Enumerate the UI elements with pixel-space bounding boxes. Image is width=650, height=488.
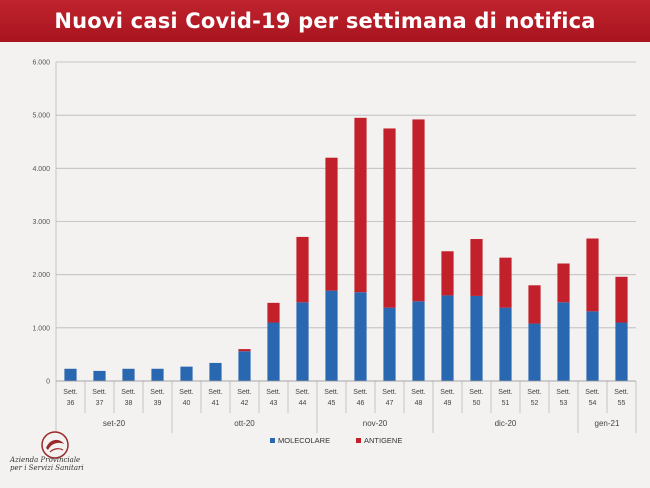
logo-text: Azienda Provinciale per i Servizi Sanita…	[10, 456, 130, 472]
bar-molecolare	[470, 295, 483, 381]
week-label-number: 46	[357, 400, 365, 407]
month-label: nov-20	[363, 419, 388, 428]
bar-molecolare	[93, 370, 106, 381]
bar-antigene	[470, 239, 483, 296]
bar-antigene	[615, 276, 628, 323]
week-label-line1: Sett.	[585, 389, 599, 396]
week-label-line1: Sett.	[121, 389, 135, 396]
week-label-line1: Sett.	[614, 389, 628, 396]
week-label-number: 36	[67, 400, 75, 407]
logo-line-2: per i Servizi Sanitari	[10, 464, 84, 472]
bar-antigene	[441, 251, 454, 296]
bar-antigene	[528, 285, 541, 324]
bar-molecolare	[499, 307, 512, 381]
bar-molecolare	[267, 322, 280, 381]
y-tick-label: 6.000	[32, 60, 50, 67]
week-label-line1: Sett.	[556, 389, 570, 396]
y-tick-label: 1.000	[32, 325, 50, 332]
bar-molecolare	[325, 290, 338, 381]
week-label-line1: Sett.	[63, 389, 77, 396]
bar-molecolare	[615, 322, 628, 381]
week-label-number: 42	[241, 400, 249, 407]
chart-title-bar: Nuovi casi Covid-19 per settimana di not…	[0, 0, 650, 42]
bar-antigene	[586, 238, 599, 312]
month-label: dic-20	[495, 419, 517, 428]
week-label-line1: Sett.	[208, 389, 222, 396]
bar-molecolare	[122, 368, 135, 381]
week-label-line1: Sett.	[324, 389, 338, 396]
bar-molecolare	[586, 311, 599, 381]
bar-molecolare	[557, 302, 570, 381]
bar-molecolare	[528, 323, 541, 381]
week-label-line1: Sett.	[150, 389, 164, 396]
week-label-number: 49	[444, 400, 452, 407]
bar-molecolare	[354, 292, 367, 381]
week-label-number: 47	[386, 400, 394, 407]
week-label-number: 43	[270, 400, 278, 407]
y-tick-label: 5.000	[32, 113, 50, 120]
bar-molecolare	[441, 295, 454, 381]
bar-molecolare	[64, 368, 77, 381]
bar-molecolare	[296, 302, 309, 381]
bar-antigene	[325, 157, 338, 291]
logo-icon	[41, 431, 69, 459]
week-label-number: 48	[415, 400, 423, 407]
bar-antigene	[296, 236, 309, 303]
week-label-number: 38	[125, 400, 133, 407]
logo-line-1: Azienda Provinciale	[10, 456, 81, 464]
week-label-line1: Sett.	[295, 389, 309, 396]
bar-molecolare	[412, 301, 425, 381]
bar-molecolare	[209, 362, 222, 381]
week-label-line1: Sett.	[179, 389, 193, 396]
legend-label: MOLECOLARE	[278, 436, 330, 445]
bar-antigene	[267, 302, 280, 323]
y-tick-label: 2.000	[32, 272, 50, 279]
bar-molecolare	[238, 351, 251, 381]
y-tick-label: 4.000	[32, 166, 50, 173]
chart-area: 0 1.000 2.000 3.000 4.000 5.000 6.000 Sett. 36 Se…	[0, 42, 650, 483]
week-label-number: 50	[473, 400, 481, 407]
week-label-line1: Sett.	[469, 389, 483, 396]
week-label-line1: Sett.	[411, 389, 425, 396]
week-label-number: 45	[328, 400, 336, 407]
week-label-line1: Sett.	[527, 389, 541, 396]
month-label: gen-21	[595, 419, 620, 428]
bar-molecolare	[180, 366, 193, 381]
week-label-number: 55	[618, 400, 626, 407]
y-tick-label: 3.000	[32, 219, 50, 226]
chart-title: Nuovi casi Covid-19 per settimana di not…	[54, 9, 596, 33]
legend-swatch	[270, 438, 275, 443]
week-label-line1: Sett.	[353, 389, 367, 396]
month-label: set-20	[103, 419, 126, 428]
week-label-line1: Sett.	[266, 389, 280, 396]
bar-antigene	[499, 257, 512, 308]
bar-antigene	[354, 117, 367, 293]
week-label-number: 37	[96, 400, 104, 407]
bar-molecolare	[383, 307, 396, 381]
week-label-line1: Sett.	[92, 389, 106, 396]
legend-swatch	[356, 438, 361, 443]
week-label-number: 41	[212, 400, 220, 407]
week-label-number: 52	[531, 400, 539, 407]
week-label-number: 51	[502, 400, 510, 407]
bar-antigene	[412, 119, 425, 302]
week-label-number: 53	[560, 400, 568, 407]
week-label-number: 40	[183, 400, 191, 407]
week-label-line1: Sett.	[440, 389, 454, 396]
week-label-line1: Sett.	[237, 389, 251, 396]
bar-molecolare	[151, 368, 164, 381]
bar-antigene	[557, 263, 570, 303]
week-label-line1: Sett.	[498, 389, 512, 396]
week-label-number: 39	[154, 400, 162, 407]
legend-label: ANTIGENE	[364, 436, 402, 445]
month-label: ott-20	[234, 419, 255, 428]
bar-antigene	[238, 349, 251, 352]
week-label-number: 54	[589, 400, 597, 407]
y-tick-label: 0	[46, 379, 50, 386]
stacked-bar-chart: 0 1.000 2.000 3.000 4.000 5.000 6.000 Sett. 36 Se…	[32, 60, 637, 445]
week-label-number: 44	[299, 400, 307, 407]
week-label-line1: Sett.	[382, 389, 396, 396]
bar-antigene	[383, 128, 396, 308]
